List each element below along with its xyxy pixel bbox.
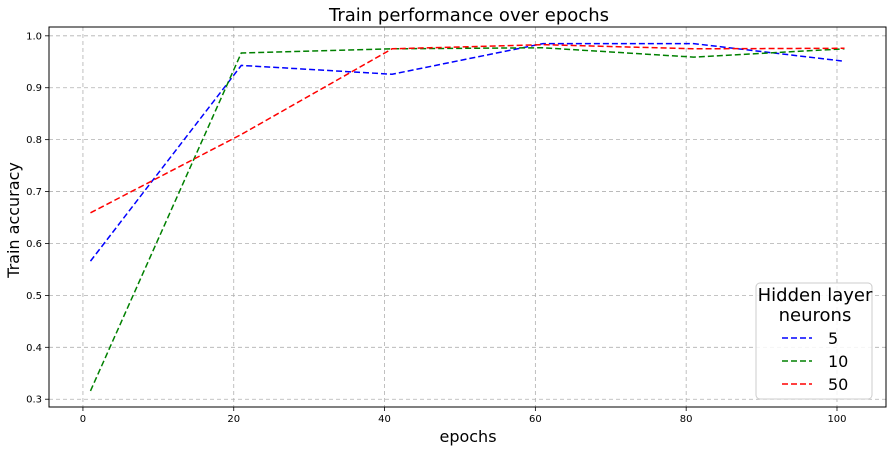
x-tick-label: 80	[680, 414, 693, 425]
x-tick-label: 0	[80, 414, 86, 425]
grid-lines	[49, 27, 886, 407]
x-tick-label: 100	[827, 414, 846, 425]
x-tick-label: 40	[378, 414, 391, 425]
y-tick-label: 0.4	[26, 343, 42, 354]
y-tick-label: 0.3	[26, 395, 42, 406]
plot-frame	[48, 26, 887, 408]
y-tick-label: 0.8	[26, 135, 42, 146]
series-lines	[89, 42, 845, 392]
legend-title-line-2: neurons	[779, 305, 852, 326]
series-line-5	[89, 42, 845, 262]
legend-title-line-1: Hidden layer	[758, 285, 873, 306]
legend-label-10: 10	[828, 352, 848, 371]
legend-box	[755, 282, 873, 400]
y-tick-label: 0.6	[26, 239, 42, 250]
y-tick-label: 1.0	[26, 31, 42, 42]
legend-label-50: 50	[828, 375, 848, 394]
legend-label-5: 5	[828, 329, 838, 348]
y-tick-label: 0.9	[26, 83, 42, 94]
series-line-10	[89, 47, 845, 392]
y-tick-label: 0.5	[26, 291, 42, 302]
chart-title: Train performance over epochs	[328, 5, 609, 26]
axis-ticks: 0 20 40 60 80 100 0.3 0.4 0.5 0.6 0.7 0.8 0.9 1.0	[26, 31, 846, 425]
x-tick-label: 20	[227, 414, 240, 425]
y-axis-label: Train accuracy	[4, 162, 23, 279]
y-tick-label: 0.7	[26, 187, 42, 198]
x-axis-label: epochs	[439, 427, 496, 446]
x-tick-label: 60	[529, 414, 542, 425]
legend: Hidden layer neurons 5 10 50	[755, 282, 873, 400]
legend-entries: 5 10 50	[782, 329, 848, 394]
series-line-50	[90, 43, 845, 214]
